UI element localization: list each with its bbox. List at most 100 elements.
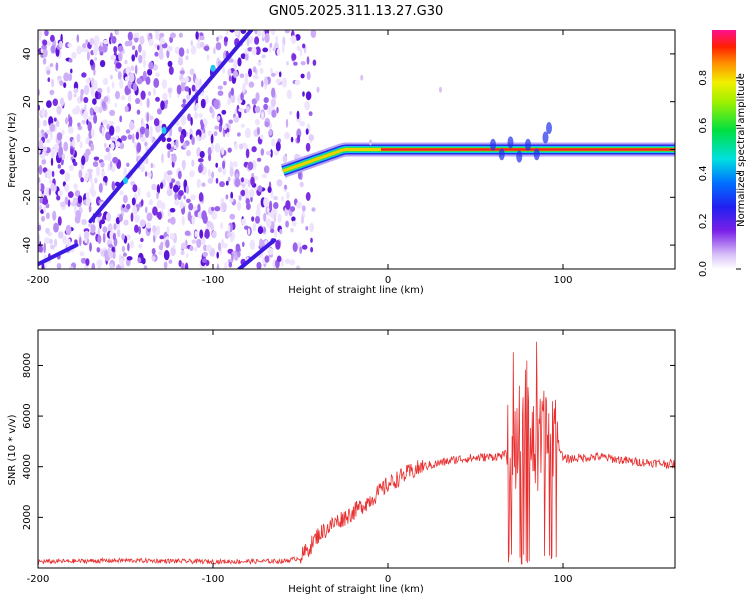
noise-blob — [293, 61, 298, 66]
noise-blob — [244, 127, 251, 139]
noise-blob — [154, 51, 159, 57]
noise-blob — [49, 63, 54, 68]
noise-blob — [131, 197, 136, 206]
noise-blob — [124, 59, 128, 65]
noise-blob — [281, 43, 285, 54]
noise-blob — [251, 98, 258, 105]
noise-blob — [39, 197, 43, 204]
noise-blob — [93, 105, 100, 113]
noise-blob — [99, 60, 106, 68]
noise-blob — [76, 133, 81, 143]
noise-blob — [273, 213, 277, 224]
noise-blob — [50, 182, 55, 192]
noise-blob — [186, 94, 191, 100]
noise-blob — [251, 46, 257, 56]
noise-blob — [172, 244, 176, 249]
noise-blob — [232, 70, 239, 79]
colorbar-ticks: 0.0 0.2 0.4 0.6 0.8 — [698, 70, 741, 277]
noise-blob — [96, 247, 101, 253]
noise-blob — [38, 182, 41, 192]
noise-blob — [139, 219, 146, 228]
noise-blob — [45, 212, 50, 220]
noise-blob — [199, 41, 205, 48]
noise-blob — [190, 45, 197, 55]
noise-blob — [305, 91, 312, 101]
noise-blob — [128, 72, 135, 83]
noise-blob — [161, 153, 164, 164]
noise-blob — [281, 77, 288, 88]
noise-blob — [63, 72, 70, 82]
noise-blob — [224, 261, 228, 269]
noise-blob — [60, 201, 66, 208]
bottom-y-tick-label: 8000 — [22, 353, 33, 378]
noise-blob — [229, 213, 236, 220]
noise-blob — [119, 142, 125, 150]
noise-blob — [150, 133, 153, 143]
noise-blob — [126, 203, 131, 210]
noise-blob — [240, 189, 246, 197]
noise-blob — [261, 173, 267, 179]
noise-blob — [250, 176, 255, 186]
noise-blob — [256, 203, 261, 211]
noise-blob — [134, 224, 139, 233]
noise-blob — [220, 197, 225, 204]
noise-blob — [103, 142, 107, 148]
noise-blob — [53, 143, 60, 153]
noise-blob — [200, 98, 206, 109]
noise-blob — [59, 169, 65, 175]
zero-line-wobble — [490, 138, 496, 151]
noise-blob — [93, 80, 98, 90]
noise-blob — [290, 35, 297, 43]
noise-blob — [166, 226, 170, 235]
colorbar-tick-label: 0.4 — [698, 165, 709, 181]
noise-blob — [167, 60, 173, 67]
noise-blob — [199, 229, 204, 239]
noise-blob — [306, 71, 311, 80]
noise-blob — [170, 246, 176, 257]
noise-blob — [110, 136, 117, 142]
noise-blob — [117, 71, 122, 80]
noise-blob — [191, 215, 196, 225]
noise-blob — [246, 36, 250, 47]
noise-blob — [265, 151, 272, 156]
noise-blob — [79, 141, 83, 149]
noise-blob — [124, 105, 129, 113]
noise-blob — [168, 66, 174, 75]
noise-blob — [88, 205, 92, 213]
noise-blob — [126, 162, 130, 167]
noise-blob — [155, 72, 160, 78]
noise-blob — [146, 191, 151, 198]
noise-blob — [115, 264, 122, 269]
noise-blob — [166, 189, 173, 197]
noise-blob — [305, 128, 309, 135]
noise-blob — [263, 97, 269, 104]
noise-blob — [139, 126, 146, 135]
noise-blob — [74, 190, 81, 197]
noise-blob — [45, 227, 50, 234]
noise-blob — [199, 35, 205, 41]
bottom-x-tick-label: 100 — [553, 574, 572, 585]
noise-blob — [308, 111, 313, 117]
noise-blob — [140, 136, 147, 142]
noise-blob — [256, 261, 262, 269]
top-y-axis-label: Frequency (Hz) — [7, 112, 18, 188]
noise-blob — [184, 262, 189, 269]
noise-blob — [146, 112, 149, 123]
noise-blob — [92, 161, 99, 168]
noise-blob — [270, 67, 273, 74]
noise-blob — [208, 171, 211, 178]
noise-blob — [62, 235, 68, 245]
noise-blob — [248, 68, 252, 78]
noise-blob — [83, 84, 90, 95]
noise-blob — [215, 42, 222, 51]
bottom-x-tick-label: -200 — [27, 574, 50, 585]
noise-blob — [188, 87, 192, 96]
noise-blob — [230, 191, 234, 200]
noise-blob — [270, 149, 273, 158]
noise-blob — [249, 239, 256, 250]
noise-blob — [200, 236, 206, 246]
noise-blob — [110, 32, 113, 39]
noise-blob — [158, 50, 164, 60]
noise-blob — [125, 234, 131, 240]
noise-blob — [54, 238, 58, 247]
